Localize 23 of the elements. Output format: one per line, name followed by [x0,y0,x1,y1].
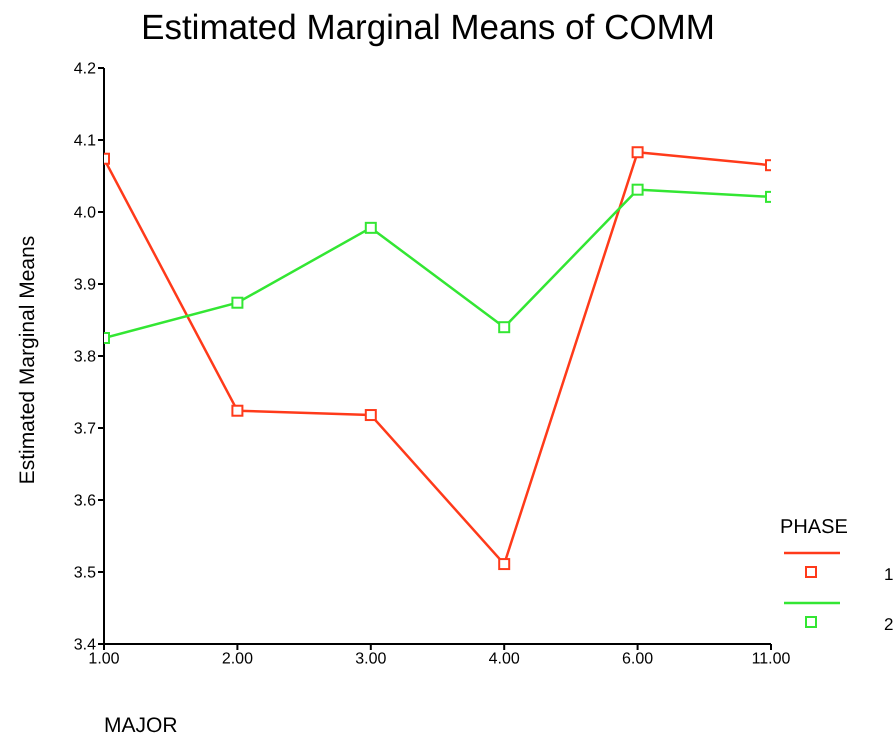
x-tick-label: 3.00 [355,650,386,668]
point [498,558,510,570]
x-tick-label: 2.00 [222,650,254,668]
y-tick-label: 4.1 [74,132,96,150]
y-tick-label: 4.0 [74,204,96,222]
x-tick-label: 4.00 [488,650,520,668]
chart-title: Estimated Marginal Means of COMM [140,8,716,48]
y-tick-label: 3.5 [74,564,96,582]
x-tick-label: 11.00 [752,650,791,668]
x-axis-title: MAJOR [104,714,178,738]
point [364,409,377,422]
text: 1 [884,565,894,585]
y-tick-label: 3.7 [74,420,96,438]
point [498,321,510,334]
y-tick-label: 3.9 [74,276,96,294]
text: 2 [884,615,894,635]
y-tick-label: 3.8 [74,348,96,366]
point [364,222,377,234]
y-tick-label: 3.6 [74,492,96,510]
y-tick-label: 4.2 [74,60,96,78]
y-axis-title: Estimated Marginal Means [16,234,40,486]
legend-title: PHASE [780,516,849,539]
x-tick-label: 6.00 [622,650,654,668]
